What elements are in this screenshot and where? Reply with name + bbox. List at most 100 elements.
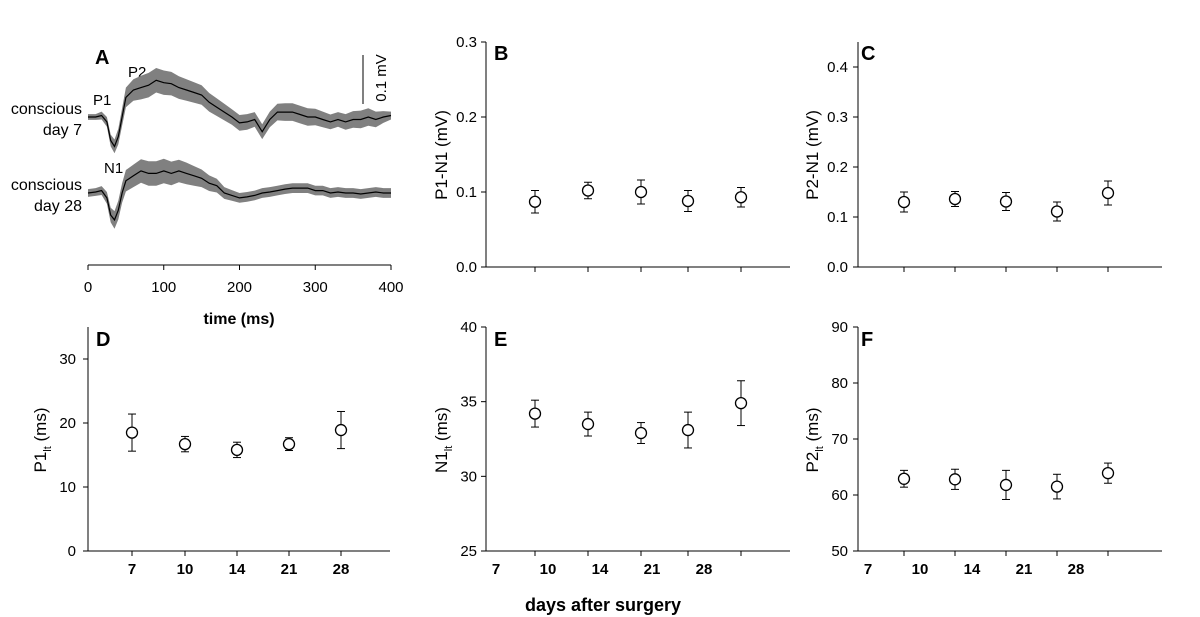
panel-f-y-axis-label-main: P2: [803, 452, 822, 473]
panel-f-y-tick-label: 50: [831, 543, 848, 560]
panel-e-data-point: [581, 417, 595, 431]
panel-e-y-axis-label: N1lt (ms): [432, 407, 455, 473]
panel-a-x-tick-label: 100: [151, 279, 176, 296]
panel-b-y-tick-label: 0.1: [456, 184, 477, 201]
panel-e-y-tick-label: 40: [460, 319, 477, 336]
panel-d-p1-latency: 0 10 20 30 7 10 14 21 28 D P1lt (ms): [31, 327, 390, 578]
panel-e-x-tick-label: 10: [540, 561, 557, 578]
panel-d-y-axis-label-unit: (ms): [31, 407, 50, 446]
panel-f-y-tick-label: 80: [831, 375, 848, 392]
panel-f-p2-latency: 50 60 70 80 90 7 10 14 21 28 F P2lt (ms): [803, 319, 1162, 578]
panel-c-data-point: [948, 192, 962, 206]
panel-f-data-point: [999, 478, 1013, 492]
panel-c-data-point: [999, 195, 1013, 208]
panel-d-y-tick-label: 0: [68, 543, 76, 560]
panel-f-y-tick-label: 90: [831, 319, 848, 336]
panel-e-data-point: [734, 397, 748, 410]
panel-e-y-tick-label: 30: [460, 468, 477, 485]
panel-d-y-axis-label: P1lt (ms): [31, 407, 54, 472]
panel-a-x-tick-label: 300: [303, 279, 328, 296]
panel-c-y-tick-label: 0.2: [827, 159, 848, 176]
panel-d-data-point: [230, 443, 244, 457]
panel-b-data-point: [528, 195, 542, 208]
panel-f-label: F: [861, 329, 873, 351]
panel-a-band-series-2: [88, 158, 391, 229]
panel-b-data-point: [734, 191, 748, 204]
panel-a-x-axis-label: time (ms): [203, 311, 274, 328]
panel-a-peak-label-n1: N1: [104, 160, 123, 177]
panel-d-x-tick-label: 28: [333, 561, 350, 578]
panel-e-x-tick-label: 14: [592, 561, 609, 578]
panel-e-y-tick-label: 25: [460, 543, 477, 560]
panel-b-label: B: [494, 43, 508, 65]
panel-f-y-axis-label-sub: lt: [814, 446, 826, 452]
panel-c-label: C: [861, 43, 875, 65]
panel-e-y-axis-label-unit: (ms): [432, 407, 451, 446]
panel-c-data-point: [897, 195, 911, 209]
panel-b-data-point: [681, 194, 695, 208]
panel-d-x-tick-label: 7: [128, 561, 136, 578]
panel-c-y-tick-label: 0.0: [827, 259, 848, 276]
panel-b-data-point: [634, 185, 648, 199]
panel-a-mean-line-series-1: [88, 79, 392, 148]
panel-f-data-point: [948, 473, 962, 486]
panel-a-peak-label-p1: P1: [93, 92, 111, 109]
panel-e-label: E: [494, 329, 507, 351]
common-x-axis-label: days after surgery: [525, 595, 681, 615]
panel-a-x-tick-label: 0: [84, 279, 92, 296]
panel-d-data-point: [125, 426, 139, 439]
panel-f-y-axis-label: P2lt (ms): [803, 407, 826, 472]
panel-f-x-tick-label: 14: [964, 561, 981, 578]
panel-c-y-tick-label: 0.4: [827, 59, 848, 76]
panel-a-series-1-label: day 7: [43, 122, 82, 139]
panel-f-data-point: [1050, 480, 1064, 493]
panel-a-scale-bar-label: 0.1 mV: [373, 54, 390, 102]
panel-a-label: A: [95, 47, 109, 69]
panel-f-x-tick-label: 21: [1016, 561, 1033, 578]
panel-a-x-tick-label: 200: [227, 279, 252, 296]
panel-d-x-tick-label: 21: [281, 561, 298, 578]
panel-c-y-tick-label: 0.3: [827, 109, 848, 126]
panel-a-series-2-label: day 28: [34, 198, 82, 215]
panel-d-data-point: [282, 437, 296, 451]
panel-d-y-tick-label: 30: [59, 351, 76, 368]
panel-d-data-point: [178, 437, 192, 451]
panel-f-y-axis-label-unit: (ms): [803, 407, 822, 446]
panel-a-mean-line-series-2: [87, 170, 391, 222]
panel-e-y-axis-label-sub: lt: [443, 446, 455, 452]
panel-e-x-tick-label: 7: [492, 561, 500, 578]
panel-b-data-point: [581, 184, 595, 197]
panel-e-data-point: [634, 426, 648, 440]
panel-f-data-point: [897, 472, 911, 485]
panel-e-x-tick-label: 21: [644, 561, 661, 578]
panel-e-y-axis-label-main: N1: [432, 451, 451, 473]
panel-d-label: D: [96, 329, 110, 351]
panel-c-y-tick-label: 0.1: [827, 209, 848, 226]
panel-f-x-tick-label: 10: [912, 561, 929, 578]
panel-e-x-tick-label: 28: [696, 561, 713, 578]
panel-d-x-tick-label: 14: [229, 561, 246, 578]
panel-c-p2-n1-amplitude: 0.0 0.1 0.2 0.3 0.4 C P2-N1 (mV): [803, 42, 1162, 276]
panel-c-data-point: [1101, 186, 1115, 200]
panel-a-x-tick-label: 400: [378, 279, 403, 296]
panel-e-n1-latency: 25 30 35 40 7 10 14 21 28 E N1lt (ms): [432, 319, 790, 578]
panel-d-y-axis-label-main: P1: [31, 452, 50, 473]
panel-c-y-axis-label: P2-N1 (mV): [803, 110, 822, 200]
panel-d-x-tick-label: 10: [177, 561, 194, 578]
panel-a-series-1-label: conscious: [11, 101, 82, 118]
panel-d-y-tick-label: 10: [59, 479, 76, 496]
panel-e-data-point: [528, 407, 542, 420]
panel-b-y-axis-label: P1-N1 (mV): [432, 110, 451, 200]
panel-f-data-point: [1101, 467, 1115, 480]
panel-b-y-tick-label: 0.3: [456, 34, 477, 51]
panel-d-data-point: [334, 423, 348, 437]
panel-d-y-tick-label: 20: [59, 415, 76, 432]
panel-e-y-tick-label: 35: [460, 394, 477, 411]
panel-b-p1-n1-amplitude: 0.0 0.1 0.2 0.3 B P1-N1 (mV): [432, 34, 790, 276]
panel-f-y-tick-label: 70: [831, 431, 848, 448]
panel-f-x-tick-label: 7: [864, 561, 872, 578]
panel-a-series-2-label: conscious: [11, 177, 82, 194]
panel-f-x-tick-label: 28: [1068, 561, 1085, 578]
